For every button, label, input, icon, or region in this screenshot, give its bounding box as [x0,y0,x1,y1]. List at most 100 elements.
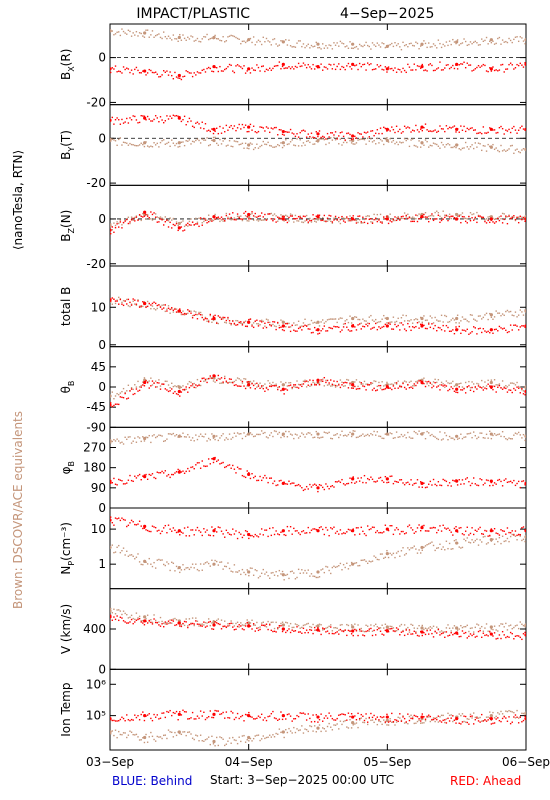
trace-point [431,45,433,48]
trace-point [474,539,477,542]
trace-point [222,140,224,142]
trace-point [461,626,464,629]
trace-point [212,437,215,439]
trace-point [431,541,433,543]
trace-point [127,436,130,438]
trace-point [209,37,211,40]
trace-point [285,326,287,328]
trace-point [142,475,144,477]
trace-point [521,325,523,327]
trace-point [450,531,452,533]
trace-point [257,577,260,579]
trace-point [472,318,475,320]
trace-point [222,711,224,714]
trace-point [418,486,420,488]
trace-point [137,122,139,124]
series-equivalent [110,709,526,747]
trace-point [418,379,420,381]
trace-point [339,222,342,225]
trace-point [416,720,419,723]
data-point [351,134,355,138]
trace-point [244,210,247,213]
trace-point [333,318,335,320]
trace-point [243,534,245,536]
trace-point [134,34,136,36]
trace-point [214,438,216,441]
trace-point [484,132,486,134]
trace-point [416,220,419,223]
trace-point [366,562,369,565]
trace-point [411,484,414,486]
trace-point [411,547,414,549]
trace-point [166,115,168,117]
trace-point [341,144,343,146]
trace-point [360,526,362,529]
data-point [212,434,216,438]
trace-point [164,623,167,625]
trace-point [174,472,176,474]
trace-point [432,435,435,437]
y-tick-label: -20 [86,257,106,271]
trace-point [198,72,200,74]
data-point [385,718,389,723]
trace-point [135,216,138,218]
trace-point [243,734,245,737]
trace-point [246,215,248,218]
trace-point [508,37,510,40]
trace-point [313,725,316,727]
trace-point [325,627,327,629]
trace-point [217,132,220,135]
trace-point [403,217,406,220]
trace-point [434,483,436,486]
trace-point [114,226,117,229]
trace-point [432,219,435,222]
trace-point [381,532,383,534]
trace-point [196,221,199,223]
trace-point [452,387,454,390]
trace-point [124,300,126,302]
trace-point [302,627,305,630]
trace-point [248,740,250,742]
trace-point [498,534,501,536]
trace-point [471,314,473,316]
trace-point [346,141,348,144]
trace-point [492,388,494,391]
trace-point [452,126,454,128]
trace-point [150,218,152,220]
trace-point [166,475,168,477]
trace-point [130,614,133,617]
trace-point [116,223,118,225]
trace-point [517,635,520,637]
trace-point [126,736,128,739]
trace-point [318,46,321,49]
trace-point [360,477,362,479]
trace-point [330,485,332,488]
trace-point [163,472,165,474]
trace-point [227,438,229,441]
trace-point [522,325,525,327]
trace-point [240,321,242,323]
trace-point [342,563,345,566]
trace-point [273,126,276,129]
trace-point [111,405,114,408]
trace-point [444,549,446,551]
trace-point [445,540,448,542]
trace-point [294,65,297,68]
trace-point [121,613,123,616]
trace-point [145,29,147,31]
trace-point [212,535,215,537]
trace-point [241,437,244,440]
trace-point [288,143,290,145]
trace-point [172,385,175,388]
trace-point [135,215,138,217]
trace-point [167,711,170,713]
trace-point [217,38,220,40]
trace-point [514,129,517,131]
trace-point [354,562,356,564]
trace-point [161,217,163,219]
trace-point [134,299,136,301]
trace-point [350,624,353,626]
trace-point [506,41,509,44]
trace-point [262,320,264,323]
trace-point [506,635,509,638]
